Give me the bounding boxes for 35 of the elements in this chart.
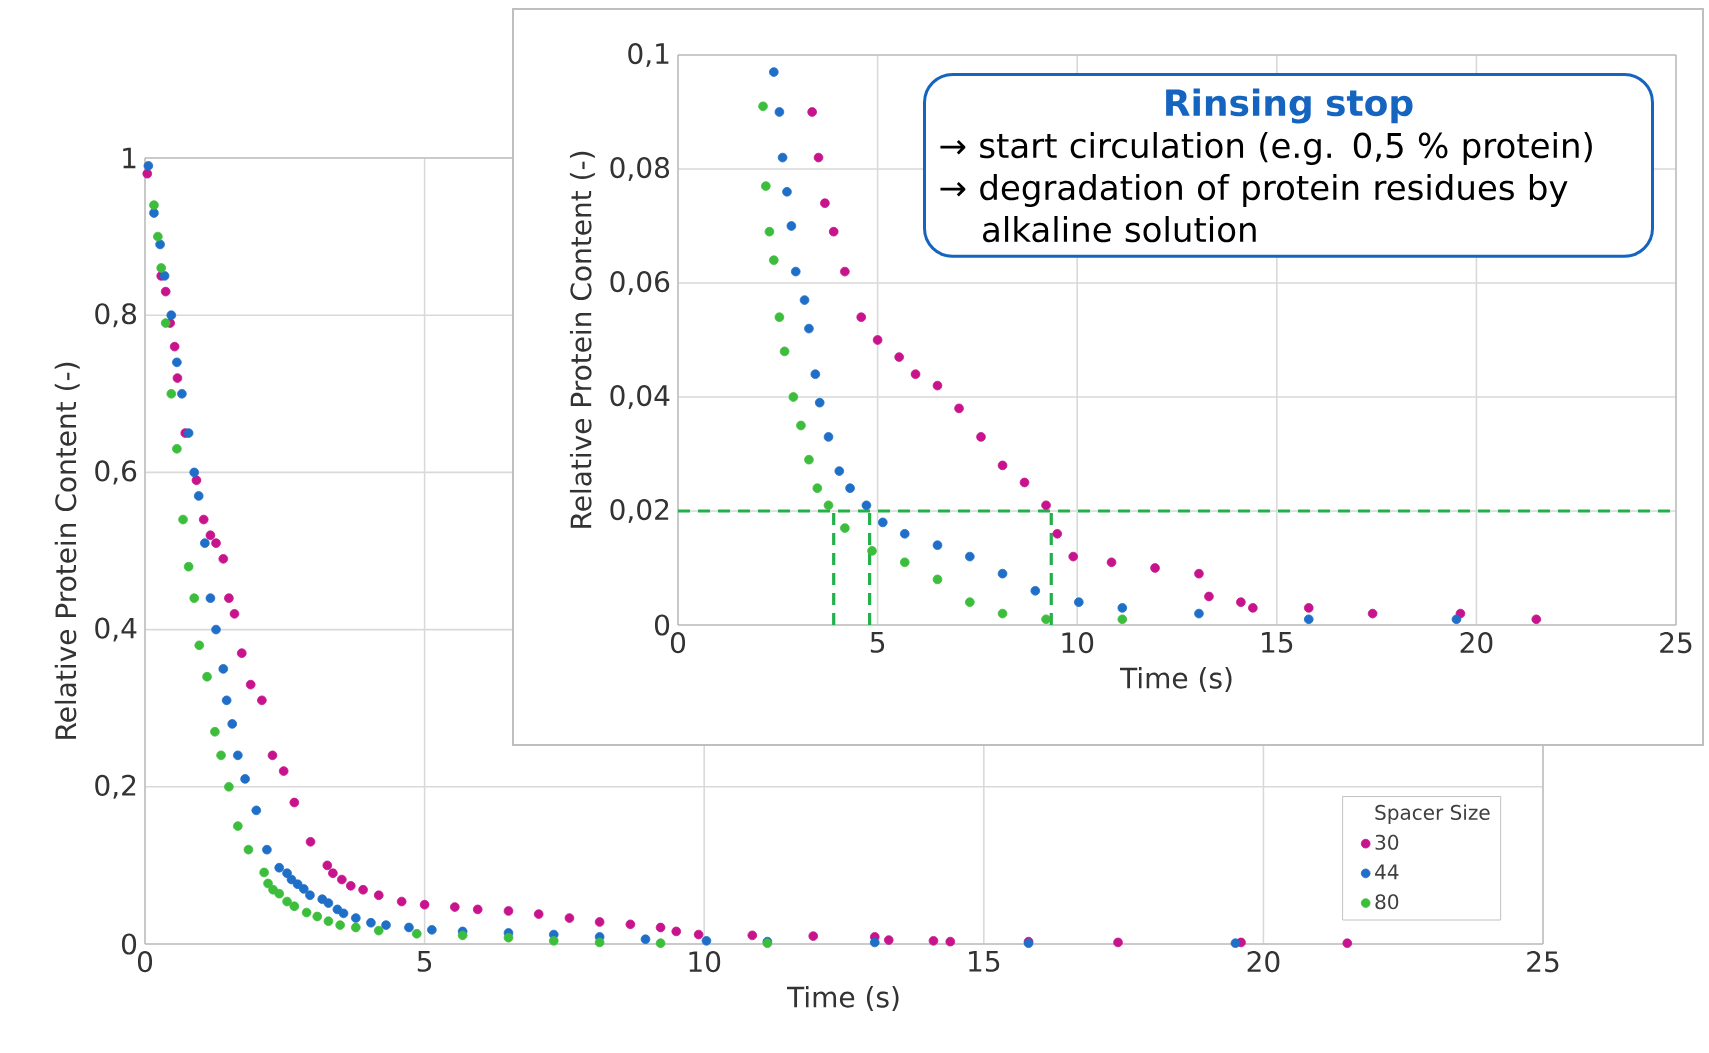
x-tick-label: 0 [137, 951, 153, 973]
annotation: → start circulation (e.g. 0,5 % protein) [940, 131, 1592, 165]
x-axis-title: Time (s) [1119, 666, 1232, 692]
y-tick-label: 0,06 [610, 270, 670, 296]
y-tick-label: 0,4 [95, 617, 137, 642]
x-tick-label: 10 [1062, 632, 1094, 654]
x-tick-label: 15 [969, 951, 1000, 972]
y-tick-label: 0,8 [95, 303, 137, 328]
y-tick-label: 1 [123, 147, 136, 169]
x-tick-label: 25 [1527, 951, 1559, 973]
x-tick-label: 20 [1460, 632, 1493, 654]
legend-label: 44 [1375, 864, 1399, 880]
x-tick-label: 0 [670, 632, 686, 654]
x-tick-label: 10 [689, 951, 721, 973]
y-tick-label: 0,02 [610, 498, 669, 524]
legend-label: 80 [1375, 894, 1399, 910]
annotation: → degradation of protein residues by alkaline solution [940, 173, 1568, 243]
annotation: Rinsing stop [1166, 88, 1413, 124]
x-tick-label: 20 [1247, 951, 1280, 973]
x-tick-label: 5 [417, 951, 432, 972]
x-axis-title: Time (s) [786, 985, 899, 1011]
y-tick-label: 0,04 [610, 384, 670, 410]
x-tick-label: 15 [1262, 632, 1293, 653]
y-axis-title: Relative Protein Content (-) [54, 362, 80, 739]
x-tick-label: 5 [870, 632, 885, 653]
y-tick-label: 0 [654, 614, 670, 636]
y-tick-label: 0,6 [95, 460, 137, 485]
y-tick-label: 0,1 [628, 42, 669, 68]
legend-title: Spacer Size [1375, 804, 1490, 824]
y-tick-label: 0,08 [610, 156, 670, 182]
x-tick-label: 25 [1660, 632, 1692, 654]
y-tick-label: 0,2 [95, 774, 136, 799]
y-axis-title: Relative Protein Content (-) [569, 151, 595, 528]
legend-label: 30 [1375, 834, 1399, 850]
y-tick-label: 0 [121, 933, 137, 955]
